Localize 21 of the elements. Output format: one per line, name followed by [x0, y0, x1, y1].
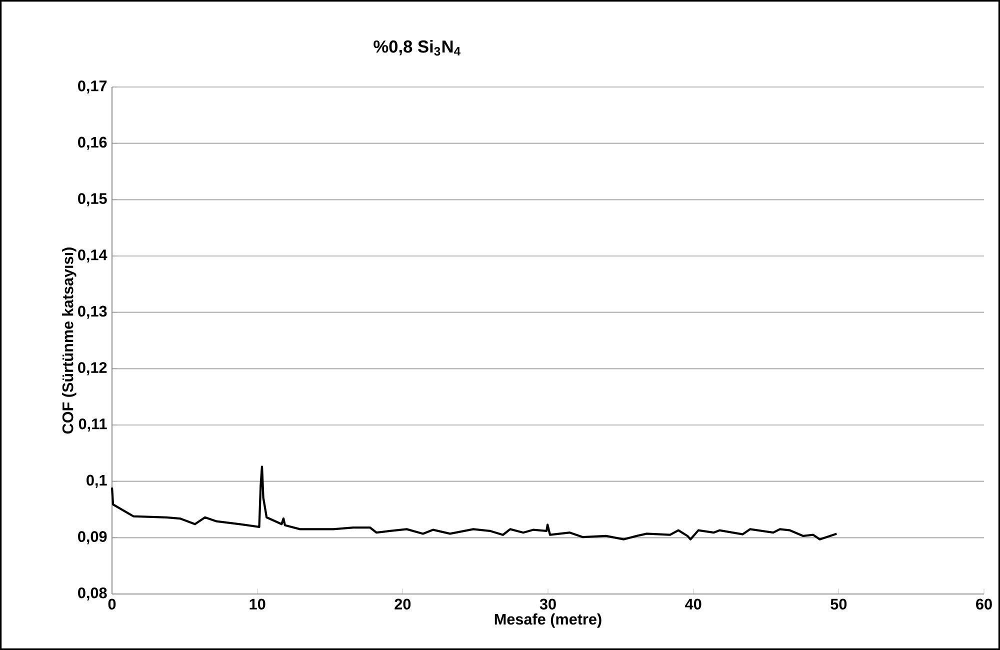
y-tick-label: 0,11: [78, 418, 107, 432]
y-tick-label: 0,1: [86, 474, 107, 488]
y-tick-label: 0,14: [78, 249, 108, 263]
y-tick-label: 0,15: [78, 193, 107, 206]
chart-title: %0,8 Si$_{3}$N$_{4}$: [374, 40, 460, 56]
x-axis-title: Mesafe (metre): [494, 613, 602, 628]
line-series: [110, 466, 838, 540]
y-tick-label: 0,16: [78, 136, 107, 150]
y-tick-label: 0,09: [78, 531, 107, 544]
x-tick-label: 60: [976, 598, 992, 610]
x-tick-label: 50: [830, 598, 847, 610]
y-tick-label: 0,17: [78, 80, 107, 94]
x-tick-label: 30: [540, 598, 556, 610]
y-axis-title: COF (Sürtünme katsayısı): [62, 248, 76, 434]
y-tick-label: 0,13: [78, 306, 107, 319]
y-tick-label: 0,12: [78, 362, 107, 376]
x-tick-label: 0: [108, 598, 116, 610]
x-tick-label: 10: [250, 598, 266, 610]
x-tick-label: 40: [685, 598, 702, 610]
x-tick-label: 20: [394, 598, 411, 610]
y-tick-label: 0,08: [78, 587, 107, 601]
